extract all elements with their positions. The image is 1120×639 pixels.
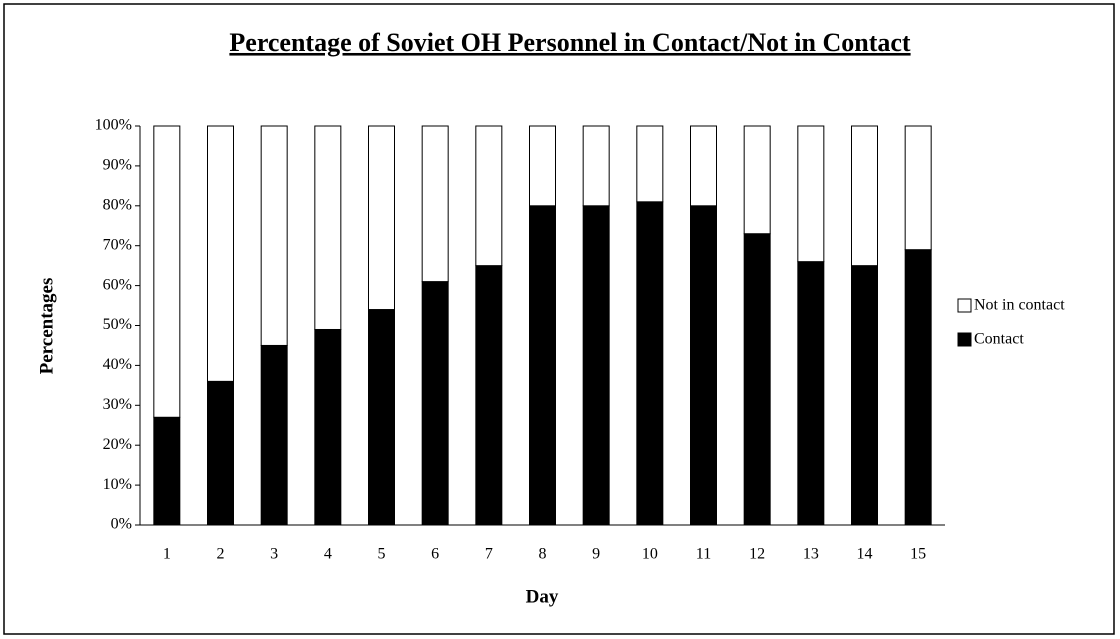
bar-segment xyxy=(851,265,878,526)
bar-segment xyxy=(797,125,825,263)
bar-segment xyxy=(207,380,234,526)
bar-segment xyxy=(421,125,449,283)
bar-segment xyxy=(475,265,503,526)
x-tick-label: 7 xyxy=(485,546,493,563)
bar-segment xyxy=(314,125,342,330)
bar-segment xyxy=(582,205,610,526)
bar-segment xyxy=(636,201,664,526)
y-tick-label: 60% xyxy=(103,276,132,293)
y-tick-label: 100% xyxy=(95,117,132,134)
legend-label: Not in contact xyxy=(974,297,1065,314)
y-tick-label: 10% xyxy=(103,476,132,493)
x-tick-label: 15 xyxy=(910,546,926,563)
x-tick-label: 2 xyxy=(217,546,225,563)
y-tick-label: 80% xyxy=(103,196,132,213)
x-tick-label: 3 xyxy=(270,546,278,563)
bar-segment xyxy=(368,125,395,311)
legend-swatch xyxy=(957,298,972,313)
x-tick-label: 9 xyxy=(592,546,600,563)
bar-segment xyxy=(314,328,342,526)
x-axis-label: Day xyxy=(526,586,559,607)
x-tick-label: 1 xyxy=(163,546,171,563)
bar-segment xyxy=(260,125,288,346)
bar-segment xyxy=(207,125,234,382)
x-tick-label: 12 xyxy=(749,546,765,563)
bar-segment xyxy=(475,125,503,267)
bar-segment xyxy=(368,309,395,526)
bar-segment xyxy=(153,125,181,418)
bar-segment xyxy=(153,416,181,526)
chart-title: Percentage of Soviet OH Personnel in Con… xyxy=(229,28,911,57)
x-tick-label: 4 xyxy=(324,546,332,563)
bar-segment xyxy=(851,125,878,267)
bar-segment xyxy=(260,344,288,526)
y-tick-label: 0% xyxy=(111,516,132,533)
y-axis-label: Percentages xyxy=(36,278,57,375)
bar-segment xyxy=(529,205,556,526)
x-tick-label: 11 xyxy=(696,546,711,563)
bar-segment xyxy=(636,125,664,203)
bar-segment xyxy=(582,125,610,207)
x-tick-label: 13 xyxy=(803,546,819,563)
y-tick-label: 70% xyxy=(103,236,132,253)
y-tick-label: 50% xyxy=(103,316,132,333)
bar-segment xyxy=(904,125,932,251)
x-tick-label: 5 xyxy=(378,546,386,563)
chart-border xyxy=(3,3,1115,635)
y-tick-label: 30% xyxy=(103,396,132,413)
bar-segment xyxy=(904,249,932,526)
bar-segment xyxy=(743,125,771,235)
y-tick-label: 90% xyxy=(103,157,132,174)
bar-segment xyxy=(690,205,717,526)
bar-segment xyxy=(421,281,449,526)
x-tick-label: 14 xyxy=(857,546,873,563)
x-tick-label: 10 xyxy=(642,546,658,563)
y-tick-label: 40% xyxy=(103,356,132,373)
bar-segment xyxy=(797,261,825,526)
x-tick-label: 8 xyxy=(539,546,547,563)
bar-segment xyxy=(690,125,717,207)
legend-label: Contact xyxy=(974,331,1024,348)
bar-segment xyxy=(743,233,771,526)
legend-swatch xyxy=(957,332,972,347)
bar-segment xyxy=(529,125,556,207)
y-tick-label: 20% xyxy=(103,436,132,453)
x-tick-label: 6 xyxy=(431,546,439,563)
